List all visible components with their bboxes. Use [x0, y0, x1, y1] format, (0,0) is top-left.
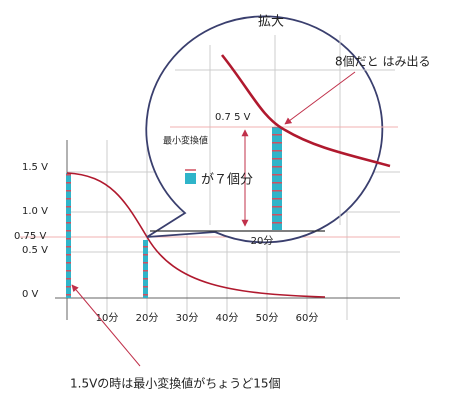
y-label: 1.5 V [22, 162, 48, 173]
unit-label: 最小変換値 [163, 135, 208, 147]
time-label: 20分 [251, 235, 274, 247]
x-label: 40分 [216, 312, 239, 324]
curve [66, 172, 326, 298]
x-label: 10分 [96, 312, 119, 324]
x-labels: 10分 20分 30分 40分 50分 60分 [96, 312, 319, 324]
y-label: 1.0 V [22, 206, 48, 217]
overflow-note: 8個だと はみ出る [335, 55, 430, 69]
y-labels: 1.5 V 1.0 V 0.75 V 0.5 V 0 V [14, 162, 48, 300]
y-label: 0 V [22, 289, 39, 300]
level-label: 0.7 5 V [215, 112, 251, 123]
overflow-arrow [284, 71, 356, 125]
unit-swatch [185, 173, 196, 184]
x-label: 50分 [256, 312, 279, 324]
x-label: 60分 [296, 312, 319, 324]
zoom-bar [272, 127, 282, 230]
zoom-curve [220, 54, 391, 168]
caption: 1.5Vの時は最小変換値がちょうど15個 [70, 376, 281, 391]
x-label: 20分 [136, 312, 159, 324]
y-label: 0.5 V [22, 245, 48, 256]
count-note: が７個分 [201, 173, 253, 188]
caption-arrow [71, 284, 141, 367]
bar-small [143, 240, 148, 298]
magnifier [145, 15, 384, 244]
x-label: 30分 [176, 312, 199, 324]
y-label: 0.75 V [14, 231, 46, 242]
title: 拡大 [258, 15, 284, 30]
bar-full [66, 173, 71, 298]
